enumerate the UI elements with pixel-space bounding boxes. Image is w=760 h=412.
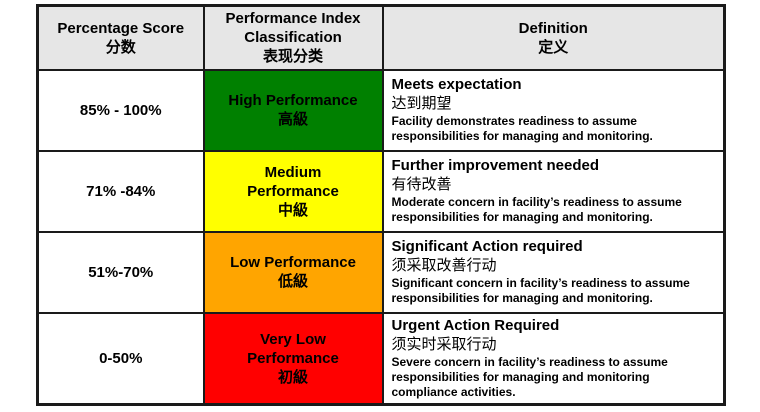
classification-label-en: High Performance	[228, 92, 358, 109]
definition-description: Severe concern in facility’s readiness t…	[391, 354, 668, 399]
table-row-high-performance: 85% - 100% High Performance 高級 Meets exp…	[36, 68, 726, 152]
definition-cell: Further improvement needed 有待改善 Moderate…	[381, 149, 726, 233]
classification-cell-low: Low Performance 低級	[202, 230, 384, 314]
header-classification-en: Performance Index Classification	[225, 10, 361, 47]
definition-subtitle-zh: 有待改善	[391, 176, 452, 193]
header-percentage-score-en: Percentage Score	[57, 19, 185, 37]
classification-label-zh: 高級	[277, 111, 308, 128]
definition-title: Meets expectation	[391, 76, 522, 93]
table-row-very-low-performance: 0-50% Very Low Performance 初級 Urgent Act…	[36, 311, 726, 405]
definition-subtitle-zh: 达到期望	[391, 95, 452, 112]
score-cell: 0-50%	[36, 311, 205, 405]
definition-cell: Meets expectation 达到期望 Facility demonstr…	[381, 68, 726, 152]
classification-label-en: Low Performance	[230, 254, 356, 271]
header-definition-en: Definition	[518, 19, 588, 37]
header-classification: Performance Index Classification 表现分类	[202, 4, 384, 71]
classification-cell-medium: Medium Performance 中級	[202, 149, 384, 233]
table-row-medium-performance: 71% -84% Medium Performance 中級 Further i…	[36, 149, 726, 233]
header-row: Percentage Score 分数 Performance Index Cl…	[36, 4, 726, 71]
classification-cell-very-low: Very Low Performance 初級	[202, 311, 384, 405]
definition-subtitle-zh: 须采取改善行动	[391, 257, 497, 274]
classification-cell-high: High Performance 高級	[202, 68, 384, 152]
definition-cell: Significant Action required 须采取改善行动 Sign…	[381, 230, 726, 314]
header-definition-zh: 定义	[538, 38, 569, 56]
definition-description: Facility demonstrates readiness to assum…	[391, 114, 653, 143]
definition-title: Further improvement needed	[391, 157, 600, 174]
classification-label-zh: 初級	[277, 368, 308, 386]
definition-title: Urgent Action Required	[391, 316, 560, 334]
classification-label-zh: 低級	[277, 273, 308, 290]
performance-index-table: Percentage Score 分数 Performance Index Cl…	[36, 4, 726, 406]
definition-cell: Urgent Action Required 须实时采取行动 Severe co…	[381, 311, 726, 405]
header-classification-zh: 表现分类	[262, 48, 323, 66]
definition-title: Significant Action required	[391, 238, 583, 255]
definition-description: Moderate concern in facility’s readiness…	[391, 195, 682, 224]
header-percentage-score-zh: 分数	[105, 38, 136, 56]
score-cell: 71% -84%	[36, 149, 205, 233]
definition-description: Significant concern in facility’s readin…	[391, 276, 690, 305]
table-row-low-performance: 51%-70% Low Performance 低級 Significant A…	[36, 230, 726, 314]
score-cell: 51%-70%	[36, 230, 205, 314]
classification-label-zh: 中級	[277, 201, 308, 219]
header-definition: Definition 定义	[381, 4, 726, 71]
score-cell: 85% - 100%	[36, 68, 205, 152]
header-percentage-score: Percentage Score 分数	[36, 4, 205, 71]
classification-label-en: Very Low Performance	[247, 330, 339, 367]
classification-label-en: Medium Performance	[247, 163, 339, 200]
definition-subtitle-zh: 须实时采取行动	[391, 335, 497, 353]
